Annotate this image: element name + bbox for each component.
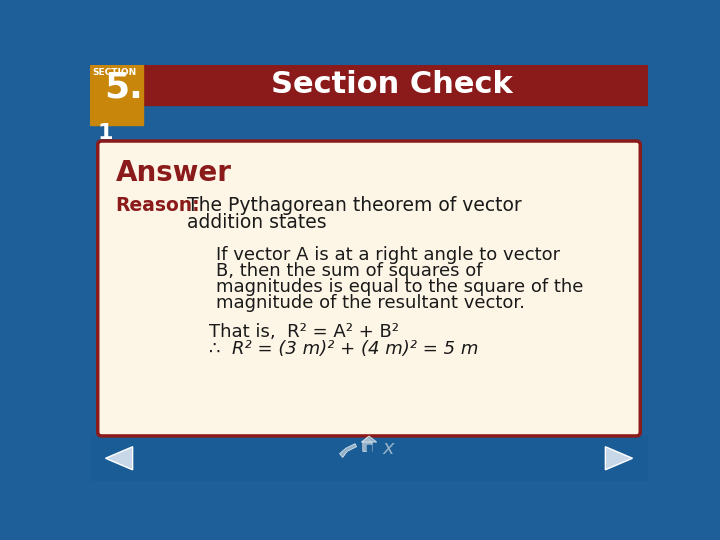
Text: Answer: Answer (116, 159, 232, 187)
Text: ∴  R² = (3 m)² + (4 m)² = 5 m: ∴ R² = (3 m)² + (4 m)² = 5 m (209, 340, 478, 359)
Text: That is,  R² = A² + B²: That is, R² = A² + B² (209, 323, 399, 341)
FancyBboxPatch shape (98, 141, 640, 436)
Text: magnitudes is equal to the square of the: magnitudes is equal to the square of the (216, 278, 584, 296)
Bar (90, 65, 143, 125)
Polygon shape (606, 447, 632, 470)
Text: x: x (382, 439, 394, 458)
Polygon shape (340, 444, 356, 457)
Text: If vector A is at a right angle to vector: If vector A is at a right angle to vecto… (216, 246, 560, 264)
Text: magnitude of the resultant vector.: magnitude of the resultant vector. (216, 294, 526, 312)
Text: 1: 1 (98, 123, 113, 143)
Text: B, then the sum of squares of: B, then the sum of squares of (216, 262, 483, 280)
Text: Reason:: Reason: (116, 195, 200, 215)
Bar (90, 436, 648, 481)
Bar (366, 445, 372, 451)
Text: The Pythagorean theorem of vector: The Pythagorean theorem of vector (187, 195, 521, 215)
Text: 5.: 5. (104, 71, 143, 105)
Text: Section Check: Section Check (271, 70, 513, 99)
Polygon shape (361, 436, 377, 442)
Bar (90, 65, 648, 105)
Polygon shape (363, 437, 372, 451)
Text: addition states: addition states (187, 213, 326, 232)
Polygon shape (106, 447, 132, 470)
Text: SECTION: SECTION (92, 68, 137, 77)
